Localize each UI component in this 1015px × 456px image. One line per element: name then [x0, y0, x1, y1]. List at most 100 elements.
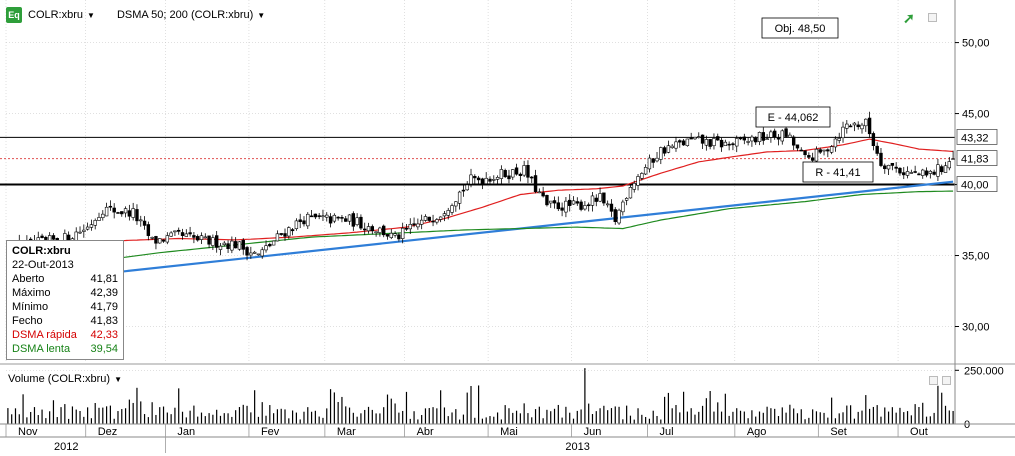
candle-body: [287, 227, 291, 237]
candle-body: [837, 138, 841, 141]
restore-icon[interactable]: [928, 13, 937, 22]
candle-body: [435, 219, 439, 223]
month-label: Jun: [584, 426, 602, 438]
candle-body: [905, 171, 910, 176]
candle-body: [495, 177, 500, 180]
candle-body: [158, 238, 162, 244]
candle-body: [864, 118, 868, 127]
candle-body: [336, 216, 340, 219]
volume-panel-header[interactable]: Volume (COLR:xbru) ▼: [8, 373, 122, 385]
restore-icon[interactable]: [929, 376, 938, 385]
candle-body: [894, 166, 898, 169]
candle-body: [810, 157, 815, 161]
candle-body: [378, 227, 382, 233]
candle-body: [921, 169, 925, 176]
candle-body: [169, 232, 173, 237]
candle-body: [93, 220, 97, 226]
candle-body: [689, 137, 693, 140]
volume-layer: [0, 363, 1015, 424]
candle-body: [640, 173, 644, 179]
candle-body: [928, 170, 933, 174]
candle-body: [723, 141, 728, 146]
candle-body: [290, 229, 295, 232]
chart-header: Eq COLR:xbru ▼ DSMA 50; 200 (COLR:xbru) ▼: [6, 6, 265, 24]
candle-body: [328, 216, 333, 224]
info-label: Fecho: [12, 315, 43, 327]
support-box: [802, 161, 874, 183]
price-tag-box: [956, 129, 998, 145]
candle-body: [461, 189, 466, 192]
slow-ma-line: [7, 190, 954, 274]
candle-body: [549, 200, 553, 204]
candle-body: [621, 201, 625, 213]
candle-body: [419, 219, 424, 225]
candle-body: [313, 213, 318, 218]
candle-body: [97, 217, 101, 221]
candle-body: [416, 223, 420, 228]
candle-body: [89, 224, 94, 228]
candle-body: [769, 131, 773, 138]
info-value: 42,39: [90, 287, 118, 299]
candle-body: [826, 149, 830, 152]
candle-body: [397, 234, 401, 240]
candle-body: [230, 240, 234, 251]
month-label: Mai: [500, 426, 518, 438]
candle-body: [344, 218, 348, 222]
candle-body: [408, 224, 412, 230]
candle-body: [807, 155, 811, 158]
equity-icon[interactable]: Eq: [6, 7, 22, 23]
close-icon[interactable]: [942, 376, 951, 385]
candle-body: [814, 148, 819, 162]
support-label: R - 41,41: [815, 167, 860, 179]
info-value: 42,33: [90, 329, 118, 341]
candle-body: [685, 138, 690, 146]
candle-body: [503, 170, 507, 178]
price-axis-label: 35,00: [962, 251, 990, 263]
candle-body: [412, 223, 416, 226]
candle-body: [541, 192, 545, 197]
candle-body: [890, 162, 895, 166]
month-label: Dez: [98, 426, 118, 438]
candle-body: [241, 240, 245, 250]
candle-body: [898, 167, 902, 174]
volume-title: Volume (COLR:xbru): [8, 373, 111, 385]
candle-body: [947, 161, 952, 169]
candle-body: [605, 203, 610, 206]
candle-body: [85, 226, 90, 230]
candle-body: [879, 152, 883, 166]
info-label: DSMA rápida: [12, 329, 77, 341]
candle-body: [161, 239, 166, 242]
candle-body: [754, 137, 758, 143]
candle-body: [913, 171, 917, 173]
candle-body: [875, 145, 879, 154]
candle-body: [480, 178, 485, 184]
candle-body: [154, 236, 158, 244]
info-row-slow-ma: DSMA lenta 39,54: [12, 342, 118, 356]
candle-body: [579, 201, 583, 210]
candle-body: [772, 130, 777, 138]
candle-body: [211, 237, 215, 246]
month-label: Abr: [417, 426, 434, 438]
resistance-box: [755, 106, 831, 128]
candle-body: [545, 194, 549, 206]
candle-body: [829, 146, 834, 153]
candle-body: [40, 235, 44, 238]
trend-arrow-icon[interactable]: ➚: [903, 10, 915, 26]
indicator-selector[interactable]: DSMA 50; 200 (COLR:xbru) ▼: [117, 9, 265, 21]
candle-body: [199, 235, 204, 240]
candle-body: [222, 242, 226, 246]
candle-body: [275, 233, 280, 242]
info-value: 39,54: [90, 343, 118, 355]
info-label: Aberto: [12, 273, 45, 285]
candle-body: [852, 122, 857, 126]
indicator-label: DSMA 50; 200 (COLR:xbru): [116, 9, 254, 21]
candle-body: [325, 214, 329, 218]
candle-body: [716, 136, 720, 141]
candle-body: [845, 123, 849, 129]
info-value: 41,79: [90, 301, 118, 313]
candle-body: [761, 132, 766, 141]
symbol-selector[interactable]: COLR:xbru ▼: [28, 9, 95, 21]
candle-body: [214, 235, 219, 248]
